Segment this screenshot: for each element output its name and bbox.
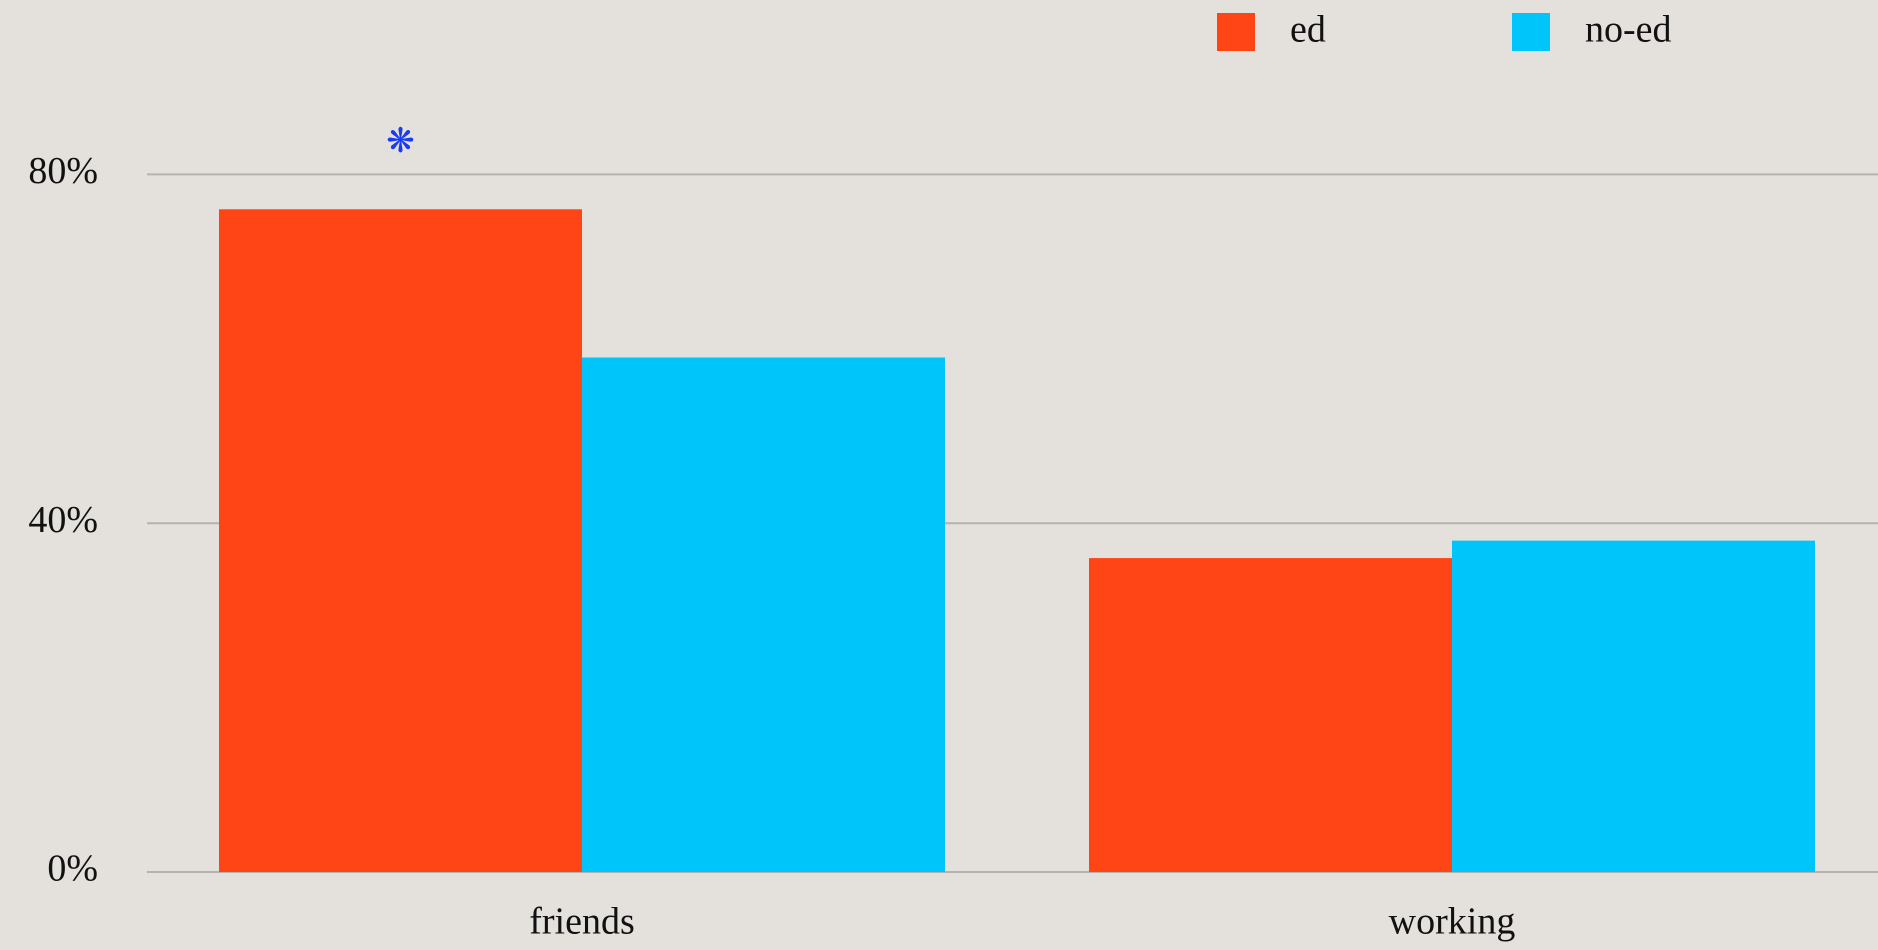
y-tick-label: 80% xyxy=(28,150,98,192)
annotation: ❋ xyxy=(386,121,415,161)
x-tick-label: friends xyxy=(529,901,635,943)
legend-label: ed xyxy=(1290,9,1326,51)
bar xyxy=(219,209,582,872)
bar xyxy=(582,357,945,872)
bar xyxy=(1452,540,1815,872)
legend-swatch xyxy=(1217,13,1255,51)
x-tick-label: working xyxy=(1389,901,1516,943)
legend-swatch xyxy=(1512,13,1550,51)
y-tick-label: 40% xyxy=(28,499,98,541)
legend-label: no-ed xyxy=(1585,9,1672,51)
bar xyxy=(1089,558,1452,872)
y-tick-label: 0% xyxy=(47,848,98,890)
